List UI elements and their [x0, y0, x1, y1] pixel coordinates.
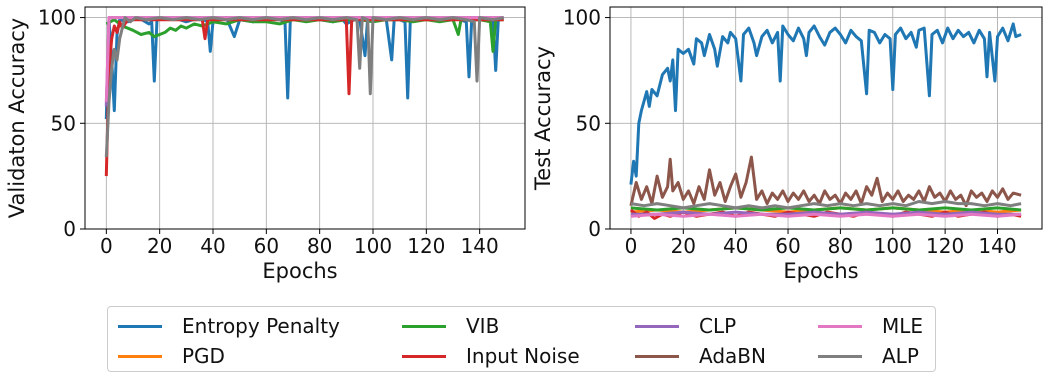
legend: Entropy Penalty VIB CLP MLE PGD Input No… — [107, 306, 936, 372]
x-tick-label: 80 — [307, 234, 332, 258]
legend-item: ALP — [818, 343, 919, 369]
plot-frame — [609, 6, 1043, 230]
legend-item: VIB — [402, 313, 499, 339]
figure: 0 20 40 60 80 100 120 140 0 50 100 Epochs Validaton … — [5, 6, 1043, 283]
legend-swatch-alp — [818, 354, 862, 358]
legend-swatch-entropy-penalty — [118, 324, 162, 328]
series-line-alp — [630, 200, 1022, 210]
legend-item: Input Noise — [402, 343, 580, 369]
y-axis-label: Validaton Accuracy — [5, 18, 29, 218]
y-axis-label: Test Accuracy — [531, 46, 555, 191]
x-tick-label: 40 — [723, 234, 748, 258]
legend-label: ALP — [882, 344, 919, 368]
series-line-clp — [630, 210, 1022, 216]
legend-swatch-input-noise — [402, 354, 446, 358]
legend-item: AdaBN — [635, 343, 766, 369]
y-tick-label: 100 — [38, 6, 76, 30]
legend-item: MLE — [818, 313, 923, 339]
legend-label: PGD — [182, 344, 225, 368]
legend-label: VIB — [466, 314, 500, 338]
plot-frame — [84, 6, 526, 230]
series-line-vib — [630, 206, 1022, 212]
legend-label: AdaBN — [699, 344, 766, 368]
y-tick-label: 0 — [588, 217, 601, 241]
legend-label: Entropy Penalty — [182, 314, 340, 338]
series-line-mle — [630, 212, 1022, 218]
x-tick-label: 100 — [354, 234, 392, 258]
y-tick-label: 100 — [563, 6, 601, 30]
x-tick-label: 140 — [461, 234, 499, 258]
legend-label: Input Noise — [466, 344, 580, 368]
x-tick-label: 120 — [926, 234, 964, 258]
x-tick-label: 100 — [874, 234, 912, 258]
x-tick-label: 20 — [147, 234, 172, 258]
legend-item: Entropy Penalty — [118, 313, 340, 339]
legend-swatch-vib — [402, 324, 446, 328]
series-line-vib — [105, 18, 504, 53]
legend-item: CLP — [635, 313, 736, 339]
x-tick-label: 60 — [254, 234, 279, 258]
x-axis-label: Epochs — [783, 259, 858, 283]
x-axis-label: Epochs — [262, 259, 337, 283]
y-tick-label: 50 — [576, 111, 601, 135]
legend-swatch-adabn — [635, 354, 679, 358]
validation-accuracy-chart: 0 20 40 60 80 100 120 140 0 50 100 Epochs Validaton … — [5, 6, 526, 283]
x-tick-label: 120 — [407, 234, 445, 258]
x-tick-label: 140 — [978, 234, 1016, 258]
series-line-input-noise — [104, 18, 504, 177]
legend-label: MLE — [882, 314, 924, 338]
test-accuracy-chart: 0 20 40 60 80 100 120 140 0 50 100 Epochs Test Accur… — [531, 6, 1043, 283]
x-tick-label: 0 — [625, 234, 638, 258]
series-line-entropy-penalty — [629, 22, 1022, 185]
x-tick-label: 60 — [775, 234, 800, 258]
y-tick-label: 50 — [51, 111, 76, 135]
x-tick-label: 20 — [671, 234, 696, 258]
series-line-alp — [104, 16, 504, 158]
legend-swatch-mle — [818, 324, 862, 328]
legend-item: PGD — [118, 343, 225, 369]
legend-label: CLP — [699, 314, 737, 338]
legend-swatch-clp — [635, 324, 679, 328]
x-tick-label: 80 — [828, 234, 853, 258]
legend-swatch-pgd — [118, 354, 162, 358]
x-tick-label: 40 — [200, 234, 225, 258]
y-tick-label: 0 — [63, 217, 76, 241]
x-tick-label: 0 — [100, 234, 113, 258]
series-line-adabn — [629, 155, 1022, 208]
